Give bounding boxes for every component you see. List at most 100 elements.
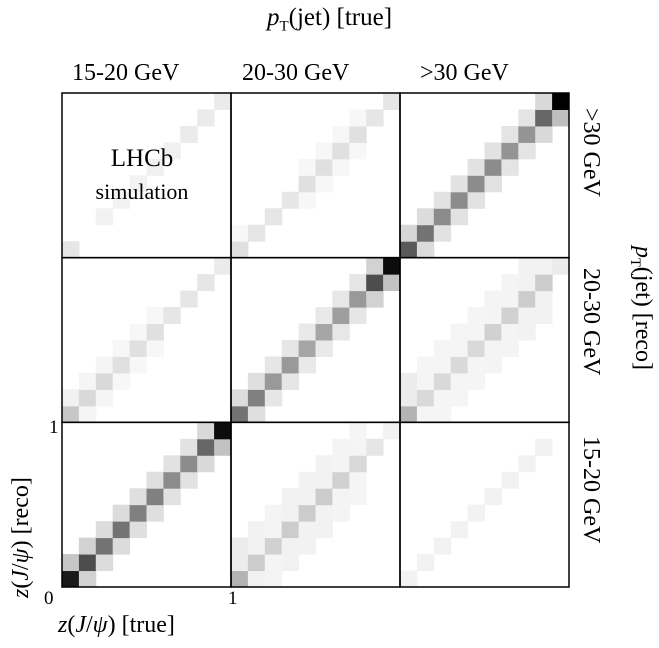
- heatmap-cell-p3-x5-y5: [147, 324, 164, 341]
- heatmap-cell-p3-x6-y6: [163, 307, 180, 324]
- heatmap-cell-p2-x6-y6: [501, 142, 518, 159]
- heatmap-cell-p7-x2-y3: [265, 521, 282, 538]
- heatmap-cell-p2-x8-y8: [535, 109, 552, 126]
- heatmap-cell-p2-x3-y2: [451, 208, 468, 225]
- heatmap-cell-p5-x3-y5: [451, 324, 468, 341]
- heatmap-cell-p3-x3-y4: [113, 340, 130, 357]
- heatmap-cell-p8-x2-y2: [434, 538, 451, 555]
- heatmap-cell-p8-x5-y5: [485, 488, 502, 505]
- heatmap-cell-p5-x0-y2: [400, 373, 417, 390]
- heatmap-cell-p4-x7-y7: [349, 291, 366, 308]
- heatmap-cell-p1-x6-y5: [332, 159, 349, 176]
- heatmap-cell-p5-x2-y0: [434, 406, 451, 423]
- heatmap-cell-p5-x5-y3: [485, 356, 502, 373]
- heatmap-cell-p2-x2-y2: [434, 208, 451, 225]
- heatmap-cell-p3-x0-y0: [62, 406, 79, 423]
- heatmap-cell-p6-x0-y0: [62, 571, 79, 588]
- right-axis-title: pT(jet) [reco]: [626, 246, 656, 370]
- heatmap-cell-p5-x4-y5: [468, 324, 485, 341]
- heatmap-cell-p7-x3-y5: [282, 488, 299, 505]
- heatmap-cell-p4-x5-y6: [316, 307, 333, 324]
- heatmap-cell-p7-x5-y3: [316, 521, 333, 538]
- heatmap-cell-p5-x1-y3: [417, 356, 434, 373]
- heatmap-cell-p0-x0-y0: [62, 241, 79, 258]
- heatmap-cell-p3-x2-y3: [96, 356, 113, 373]
- heatmap-cell-p7-x6-y6: [332, 472, 349, 489]
- heatmap-cell-p7-x7-y6: [349, 472, 366, 489]
- heatmap-cell-p7-x7-y5: [349, 488, 366, 505]
- heatmap-cell-p6-x3-y3: [113, 521, 130, 538]
- heatmap-cell-p5-x4-y2: [468, 373, 485, 390]
- heatmap-cell-p6-x0-y1: [62, 554, 79, 571]
- heatmap-cell-p1-x5-y5: [316, 159, 333, 176]
- heatmap-cell-p1-x7-y6: [349, 142, 366, 159]
- x-tick-1: 1: [228, 588, 238, 610]
- heatmap-cell-p5-x3-y4: [451, 340, 468, 357]
- heatmap-cell-p7-x7-y9: [349, 422, 366, 439]
- heatmap-cell-p7-x4-y5: [299, 488, 316, 505]
- heatmap-cell-p2-x1-y1: [417, 225, 434, 242]
- heatmap-cell-p6-x2-y2: [96, 538, 113, 555]
- heatmap-cell-p8-x0-y0: [400, 571, 417, 588]
- heatmap-cell-p5-x6-y4: [501, 340, 518, 357]
- heatmap-cell-p3-x4-y4: [130, 340, 147, 357]
- lhcb-annotation: LHCb simulation: [82, 142, 202, 208]
- heatmap-cell-p8-x7-y7: [518, 455, 535, 472]
- heatmap-cell-p2-x3-y3: [451, 192, 468, 209]
- heatmap-cell-p1-x4-y4: [299, 175, 316, 192]
- heatmap-cell-p1-x5-y4: [316, 175, 333, 192]
- heatmap-cell-p7-x2-y1: [265, 554, 282, 571]
- heatmap-cell-p6-x4-y5: [130, 488, 147, 505]
- top-axis-title: pT(jet) [true]: [0, 4, 659, 35]
- heatmap-cell-p6-x4-y4: [130, 505, 147, 522]
- x-tick-0: 0: [44, 588, 54, 610]
- heatmap-cell-p2-x3-y4: [451, 175, 468, 192]
- heatmap-cell-p5-x6-y7: [501, 291, 518, 308]
- heatmap-cell-p3-x2-y2: [96, 373, 113, 390]
- heatmap-cell-p6-x7-y7: [180, 455, 197, 472]
- heatmap-cell-p5-x6-y6: [501, 307, 518, 324]
- heatmap-cell-p1-x2-y2: [265, 208, 282, 225]
- heatmap-cell-p4-x3-y4: [282, 340, 299, 357]
- heatmap-cell-p5-x2-y3: [434, 356, 451, 373]
- heatmap-cell-p7-x4-y3: [299, 521, 316, 538]
- heatmap-cell-p5-x7-y7: [518, 291, 535, 308]
- heatmap-cell-p4-x4-y5: [299, 324, 316, 341]
- heatmap-cell-p6-x8-y7: [197, 455, 214, 472]
- heatmap-cell-p5-x8-y9: [535, 258, 552, 275]
- heatmap-cell-p5-x4-y6: [468, 307, 485, 324]
- heatmap-cell-p1-x3-y3: [282, 192, 299, 209]
- heatmap-cell-p4-x6-y5: [332, 324, 349, 341]
- heatmap-cell-p6-x8-y9: [197, 422, 214, 439]
- heatmap-cell-p3-x9-y9: [214, 258, 231, 275]
- heatmap-cell-p6-x1-y2: [79, 538, 96, 555]
- heatmap-cell-p0-x7-y7: [180, 126, 197, 143]
- heatmap-cell-p7-x3-y1: [282, 554, 299, 571]
- heatmap-cell-p7-x3-y4: [282, 505, 299, 522]
- heatmap-cell-p2-x9-y9: [552, 93, 569, 110]
- heatmap-cell-p4-x9-y9: [383, 258, 400, 275]
- heatmap-cell-p4-x8-y8: [366, 274, 383, 291]
- heatmap-cell-p1-x6-y6: [332, 142, 349, 159]
- annotation-line-1: LHCb: [82, 142, 202, 175]
- heatmap-cell-p2-x4-y5: [468, 159, 485, 176]
- heatmap-cell-p1-x6-y7: [332, 126, 349, 143]
- heatmap-cell-p6-x6-y7: [163, 455, 180, 472]
- heatmap-cell-p7-x2-y2: [265, 538, 282, 555]
- heatmap-cell-p3-x3-y2: [113, 373, 130, 390]
- heatmap-cell-p2-x2-y1: [434, 225, 451, 242]
- heatmap-cell-p7-x1-y0: [248, 571, 265, 588]
- heatmap-cell-p4-x2-y3: [265, 356, 282, 373]
- heatmap-cell-p4-x6-y7: [332, 291, 349, 308]
- heatmap-cell-p2-x5-y5: [485, 159, 502, 176]
- heatmap-cell-p8-x6-y6: [501, 472, 518, 489]
- y-tick-1: 1: [49, 417, 59, 439]
- heatmap-cell-p3-x1-y0: [79, 406, 96, 423]
- heatmap-cell-p3-x0-y1: [62, 389, 79, 406]
- heatmap-cell-p2-x7-y7: [518, 126, 535, 143]
- heatmap-cell-p3-x1-y1: [79, 389, 96, 406]
- heatmap-cell-p8-x8-y8: [535, 439, 552, 456]
- heatmap-cell-p5-x8-y8: [535, 274, 552, 291]
- column-header-1: 15-20 GeV: [72, 60, 179, 87]
- row-header-3: 15-20 GeV: [577, 436, 604, 543]
